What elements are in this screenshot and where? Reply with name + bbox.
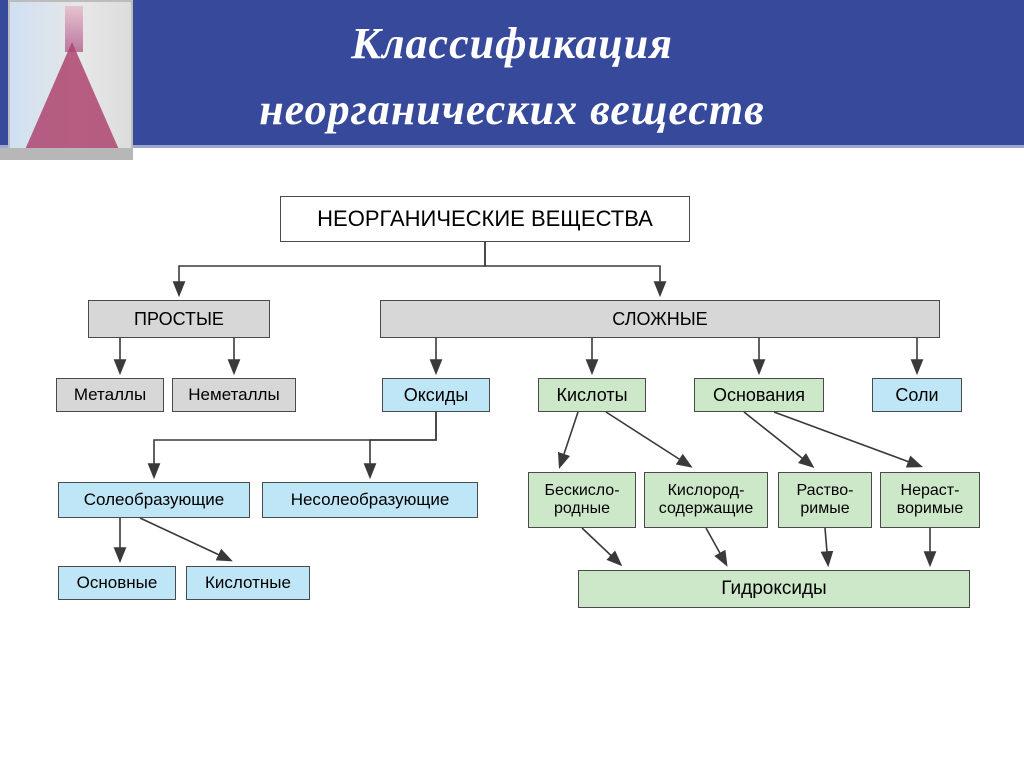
title-line-2: неорганических веществ xyxy=(0,84,1024,135)
corner-notch xyxy=(0,148,133,160)
node-base_ins: Нераст- воримые xyxy=(880,472,980,528)
edge-0 xyxy=(179,242,485,294)
node-basic_ox: Основные xyxy=(58,566,176,600)
node-acid_ox: Кислород- содержащие xyxy=(644,472,768,528)
edge-18 xyxy=(825,528,828,564)
node-base_sol: Раство- римые xyxy=(778,472,872,528)
edge-9 xyxy=(370,412,436,476)
node-nonsaltform: Несолеобразующие xyxy=(262,482,478,518)
node-oxides: Оксиды xyxy=(382,378,490,412)
node-saltform: Солеобразующие xyxy=(58,482,250,518)
node-simple: ПРОСТЫЕ xyxy=(88,300,270,338)
edge-8 xyxy=(154,412,436,476)
node-complex: СЛОЖНЫЕ xyxy=(380,300,940,338)
edge-1 xyxy=(485,242,660,294)
edge-13 xyxy=(606,412,690,466)
node-root: НЕОРГАНИЧЕСКИЕ ВЕЩЕСТВА xyxy=(280,196,690,242)
node-hydrox: Гидроксиды xyxy=(578,570,970,608)
node-acid_noox: Бескисло- родные xyxy=(528,472,636,528)
node-salts: Соли xyxy=(872,378,962,412)
edge-12 xyxy=(560,412,578,466)
edge-14 xyxy=(744,412,812,466)
edge-17 xyxy=(706,528,726,564)
edge-15 xyxy=(774,412,920,466)
title-line-1: Классификация xyxy=(0,18,1024,69)
node-nonmetals: Неметаллы xyxy=(172,378,296,412)
node-bases: Основания xyxy=(694,378,824,412)
node-metals: Металлы xyxy=(56,378,164,412)
edge-11 xyxy=(140,518,230,560)
node-acid_ox2: Кислотные xyxy=(186,566,310,600)
node-acids: Кислоты xyxy=(538,378,646,412)
edge-16 xyxy=(582,528,620,564)
